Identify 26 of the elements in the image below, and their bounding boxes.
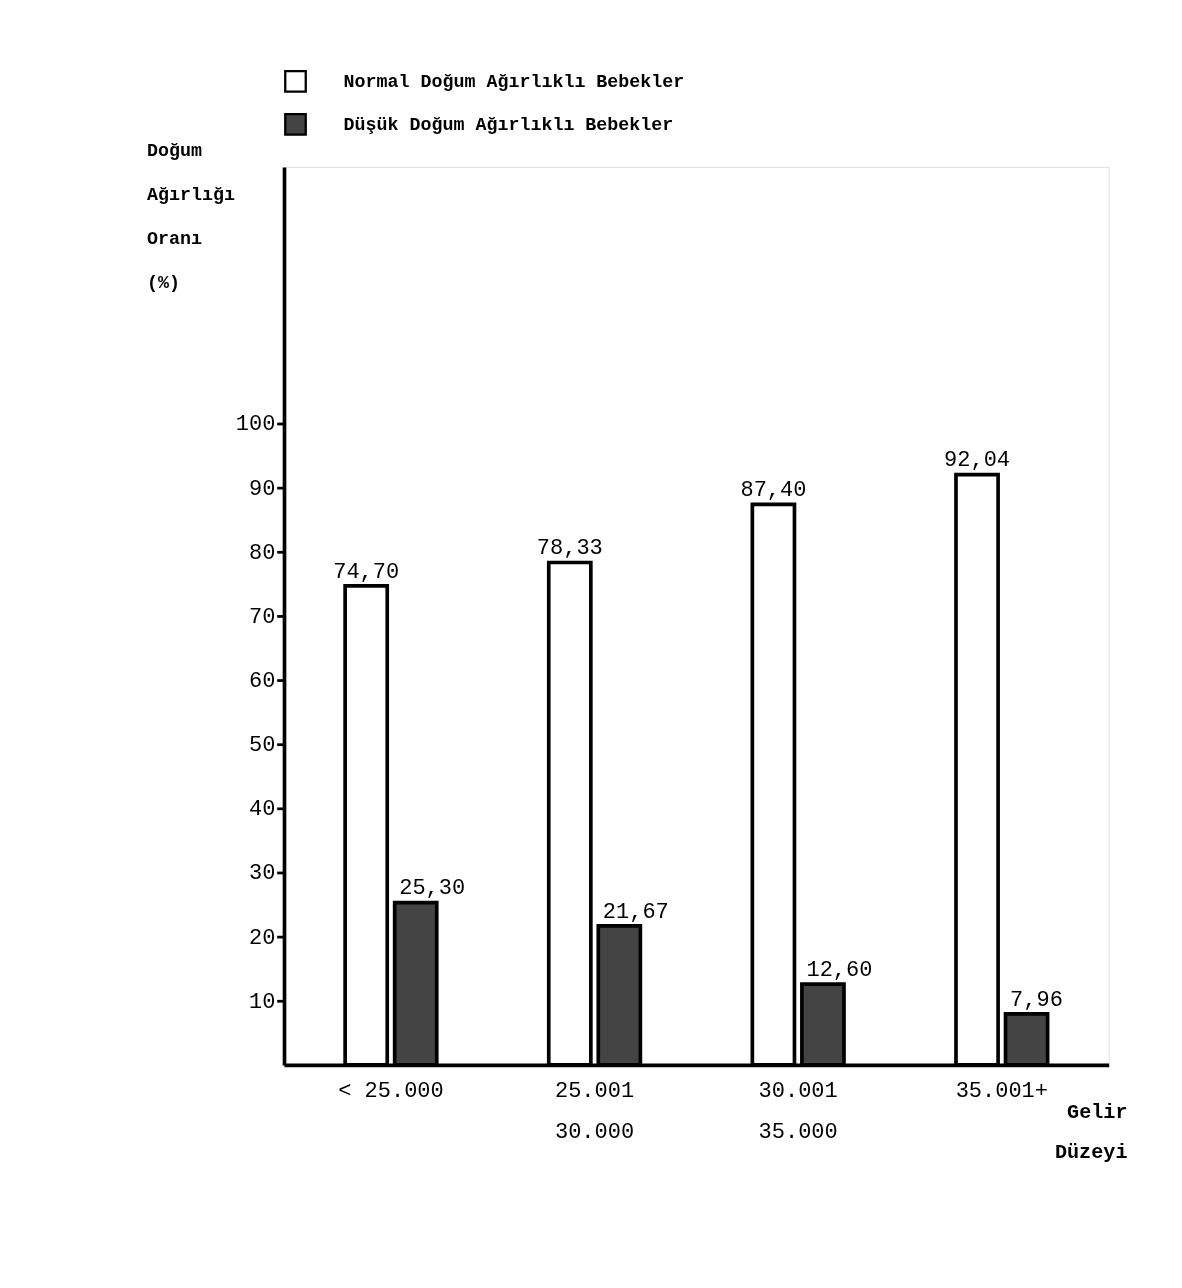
legend-label: Düşük Doğum Ağırlıklı Bebekler bbox=[343, 114, 674, 136]
data-label: 92,04 bbox=[944, 448, 1011, 474]
x-tick-label: 30.001 35.000 bbox=[758, 1079, 838, 1145]
y-tick-label: 20 bbox=[248, 925, 276, 951]
y-tick-label: 10 bbox=[248, 989, 276, 1015]
data-label: 87,40 bbox=[740, 478, 807, 504]
x-tick-label: 35.001+ bbox=[955, 1079, 1048, 1105]
x-tick-label: 25.001 30.000 bbox=[554, 1079, 635, 1145]
y-tick-label: 80 bbox=[248, 540, 276, 566]
y-tick-label: 50 bbox=[248, 733, 276, 759]
data-label: 21,67 bbox=[602, 899, 669, 925]
legend-label: Normal Doğum Ağırlıklı Bebekler bbox=[343, 71, 685, 93]
data-label: 7,96 bbox=[1010, 987, 1063, 1013]
x-axis-title: Gelir Düzeyi bbox=[1054, 1100, 1128, 1164]
y-tick-label: 30 bbox=[248, 861, 276, 887]
x-tick-label: < 25.000 bbox=[338, 1079, 444, 1105]
y-tick-label: 100 bbox=[235, 412, 276, 438]
data-label: 12,60 bbox=[806, 957, 873, 983]
y-tick-label: 40 bbox=[248, 797, 276, 823]
data-label: 74,70 bbox=[333, 559, 400, 585]
text: Doğum Ağırlığı Oranı (%) bbox=[147, 141, 235, 295]
data-label: 78,33 bbox=[536, 536, 603, 562]
data-label: 25,30 bbox=[399, 876, 466, 902]
y-tick-label: 70 bbox=[248, 604, 276, 630]
y-tick-label: 60 bbox=[248, 668, 276, 694]
y-tick-label: 90 bbox=[248, 476, 276, 502]
